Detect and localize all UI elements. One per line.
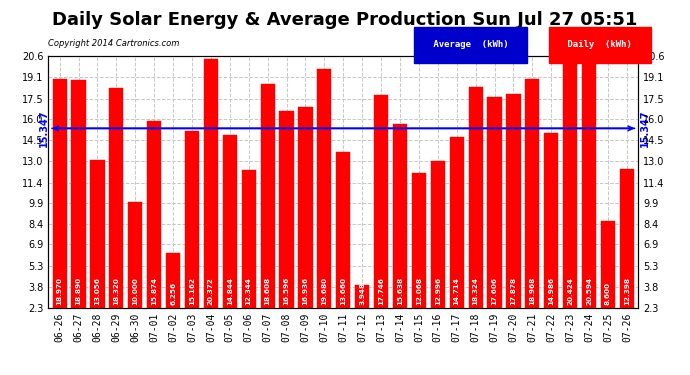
Bar xyxy=(450,137,464,308)
Bar xyxy=(544,134,558,308)
Bar xyxy=(317,69,331,308)
Text: 15.162: 15.162 xyxy=(189,278,195,306)
Text: 12.068: 12.068 xyxy=(416,278,422,306)
Bar xyxy=(487,98,502,308)
Text: 20.594: 20.594 xyxy=(586,278,592,306)
Text: 12.398: 12.398 xyxy=(624,278,630,306)
Text: 14.844: 14.844 xyxy=(227,278,233,306)
Text: Average  (kWh): Average (kWh) xyxy=(428,40,514,49)
Bar xyxy=(336,152,351,308)
Bar xyxy=(109,87,124,308)
Text: 15.347: 15.347 xyxy=(39,110,48,147)
Text: 15.638: 15.638 xyxy=(397,278,403,306)
Bar xyxy=(279,111,294,308)
Text: 13.660: 13.660 xyxy=(340,278,346,306)
Text: 17.746: 17.746 xyxy=(378,278,384,306)
Text: 16.936: 16.936 xyxy=(302,278,308,306)
Text: Daily Solar Energy & Average Production Sun Jul 27 05:51: Daily Solar Energy & Average Production … xyxy=(52,11,638,29)
Bar xyxy=(620,169,634,308)
Bar xyxy=(469,87,483,308)
Text: 13.056: 13.056 xyxy=(95,278,101,306)
Bar xyxy=(166,253,180,308)
Text: 17.606: 17.606 xyxy=(491,278,497,306)
Bar xyxy=(393,124,407,308)
Bar xyxy=(204,59,218,308)
Text: 14.986: 14.986 xyxy=(549,278,554,306)
Bar xyxy=(506,94,520,308)
Text: 3.948: 3.948 xyxy=(359,282,365,306)
Bar xyxy=(90,160,105,308)
Text: 12.996: 12.996 xyxy=(435,278,441,306)
Bar xyxy=(223,135,237,308)
Bar xyxy=(185,131,199,308)
Bar xyxy=(147,121,161,308)
Text: 18.890: 18.890 xyxy=(75,278,81,306)
Text: 12.344: 12.344 xyxy=(246,278,252,306)
Text: 15.347: 15.347 xyxy=(640,110,650,147)
Bar xyxy=(241,170,256,308)
Bar xyxy=(412,173,426,308)
Text: 15.874: 15.874 xyxy=(151,278,157,306)
Bar xyxy=(72,80,86,308)
Text: Copyright 2014 Cartronics.com: Copyright 2014 Cartronics.com xyxy=(48,39,179,48)
Bar xyxy=(374,95,388,308)
Text: 10.000: 10.000 xyxy=(132,278,138,306)
Bar xyxy=(355,285,369,308)
Text: 6.256: 6.256 xyxy=(170,282,176,306)
Bar xyxy=(601,221,615,308)
Text: 8.600: 8.600 xyxy=(605,282,611,306)
Text: 19.680: 19.680 xyxy=(322,278,327,306)
Bar xyxy=(525,79,540,308)
Bar xyxy=(52,79,67,308)
Text: 18.324: 18.324 xyxy=(473,278,479,306)
Text: 16.596: 16.596 xyxy=(284,277,290,306)
Text: 14.714: 14.714 xyxy=(454,278,460,306)
Bar xyxy=(261,84,275,308)
Text: 17.878: 17.878 xyxy=(511,278,516,306)
Text: 18.968: 18.968 xyxy=(529,277,535,306)
Bar xyxy=(563,58,578,308)
Text: 20.424: 20.424 xyxy=(567,278,573,306)
Bar xyxy=(431,160,445,308)
Text: Daily  (kWh): Daily (kWh) xyxy=(562,40,638,49)
Text: 18.320: 18.320 xyxy=(113,278,119,306)
Bar xyxy=(298,106,313,308)
Text: 20.372: 20.372 xyxy=(208,278,214,306)
Text: 18.608: 18.608 xyxy=(265,278,270,306)
Bar xyxy=(582,56,596,308)
Text: 18.970: 18.970 xyxy=(57,278,63,306)
Bar xyxy=(128,202,142,308)
